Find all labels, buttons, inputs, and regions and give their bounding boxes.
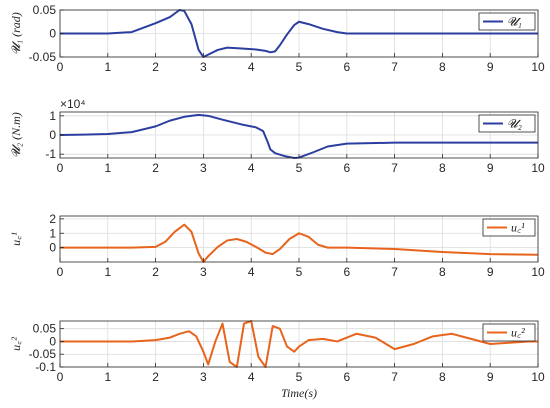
y-axis-label: u꜀²: [9, 337, 23, 351]
y-tick-label: 0: [49, 334, 56, 348]
x-tick-label: 10: [531, 265, 545, 279]
legend: 𝓤₂: [478, 114, 536, 133]
y-tick-label: 1: [49, 226, 56, 240]
x-tick-label: 9: [487, 265, 494, 279]
legend-box: [478, 12, 536, 31]
x-tick-label: 8: [439, 60, 446, 74]
series-line: [60, 223, 539, 263]
y-axis-label: 𝓤₂ (N.m): [9, 112, 23, 157]
x-tick-label: 7: [391, 60, 398, 74]
x-tick-label: 5: [296, 60, 303, 74]
legend: u꜀²: [482, 323, 536, 342]
x-tick-label: 1: [104, 265, 111, 279]
x-tick-label: 5: [296, 161, 303, 175]
series-line: [60, 9, 538, 58]
x-tick-label: 1: [104, 161, 111, 175]
y-tick-label: -0.05: [29, 50, 57, 64]
x-tick-label: 6: [343, 265, 350, 279]
x-tick-label: 2: [152, 370, 159, 384]
x-axis-label: Time(s): [281, 386, 317, 400]
series-line: [60, 320, 538, 368]
y-axis-label: 𝓤₁ (rad): [9, 12, 23, 54]
x-tick-label: 8: [439, 370, 446, 384]
y-tick-label: -1: [45, 147, 56, 161]
x-tick-label: 4: [248, 265, 255, 279]
x-tick-label: 5: [296, 370, 303, 384]
x-tick-label: 7: [391, 265, 398, 279]
x-tick-label: 9: [487, 161, 494, 175]
x-tick-label: 4: [248, 370, 255, 384]
y-tick-label: 0: [49, 241, 56, 255]
legend: u꜀¹: [482, 218, 536, 237]
x-tick-label: 9: [487, 60, 494, 74]
x-tick-label: 1: [104, 370, 111, 384]
x-tick-label: 3: [200, 60, 207, 74]
legend-entry: 𝓤₁: [507, 15, 522, 29]
y-tick-label: 0.05: [33, 3, 57, 17]
legend-box: [478, 114, 536, 133]
legend-entry: u꜀¹: [511, 221, 525, 235]
x-tick-label: 8: [439, 161, 446, 175]
legend-entry: 𝓤₂: [507, 117, 522, 131]
y-tick-label: -0.05: [29, 347, 57, 361]
series-line: [59, 113, 538, 159]
x-tick-label: 10: [531, 161, 545, 175]
legend-box: [482, 218, 536, 237]
x-tick-label: 4: [248, 60, 255, 74]
x-tick-label: 10: [531, 60, 545, 74]
x-tick-label: 10: [531, 370, 545, 384]
y-tick-label: 1: [49, 109, 56, 123]
legend-box: [482, 323, 536, 342]
legend: 𝓤₁: [478, 12, 536, 31]
y-tick-label: 0: [49, 27, 56, 41]
y-axis-label: u꜀¹: [9, 232, 23, 246]
x-tick-label: 0: [57, 161, 64, 175]
x-tick-label: 6: [343, 60, 350, 74]
y-tick-label: -0.1: [35, 360, 56, 374]
x-tick-label: 3: [200, 161, 207, 175]
x-tick-label: 8: [439, 265, 446, 279]
x-tick-label: 9: [487, 370, 494, 384]
x-tick-label: 3: [200, 370, 207, 384]
x-tick-label: 6: [343, 370, 350, 384]
x-tick-label: 3: [200, 265, 207, 279]
x-tick-label: 1: [104, 60, 111, 74]
x-tick-label: 0: [57, 60, 64, 74]
y-tick-label: 0.05: [33, 322, 57, 336]
x-tick-label: 2: [152, 161, 159, 175]
x-tick-label: 7: [391, 370, 398, 384]
x-tick-label: 5: [296, 265, 303, 279]
axis-exponent: ×10⁴: [60, 97, 86, 111]
y-tick-label: 0: [49, 128, 56, 142]
x-tick-label: 0: [57, 370, 64, 384]
x-tick-label: 4: [248, 161, 255, 175]
x-tick-label: 7: [391, 161, 398, 175]
x-tick-label: 0: [57, 265, 64, 279]
y-tick-label: 2: [49, 212, 56, 226]
x-tick-label: 2: [152, 265, 159, 279]
x-tick-label: 2: [152, 60, 159, 74]
x-tick-label: 6: [343, 161, 350, 175]
legend-entry: u꜀²: [511, 326, 525, 340]
